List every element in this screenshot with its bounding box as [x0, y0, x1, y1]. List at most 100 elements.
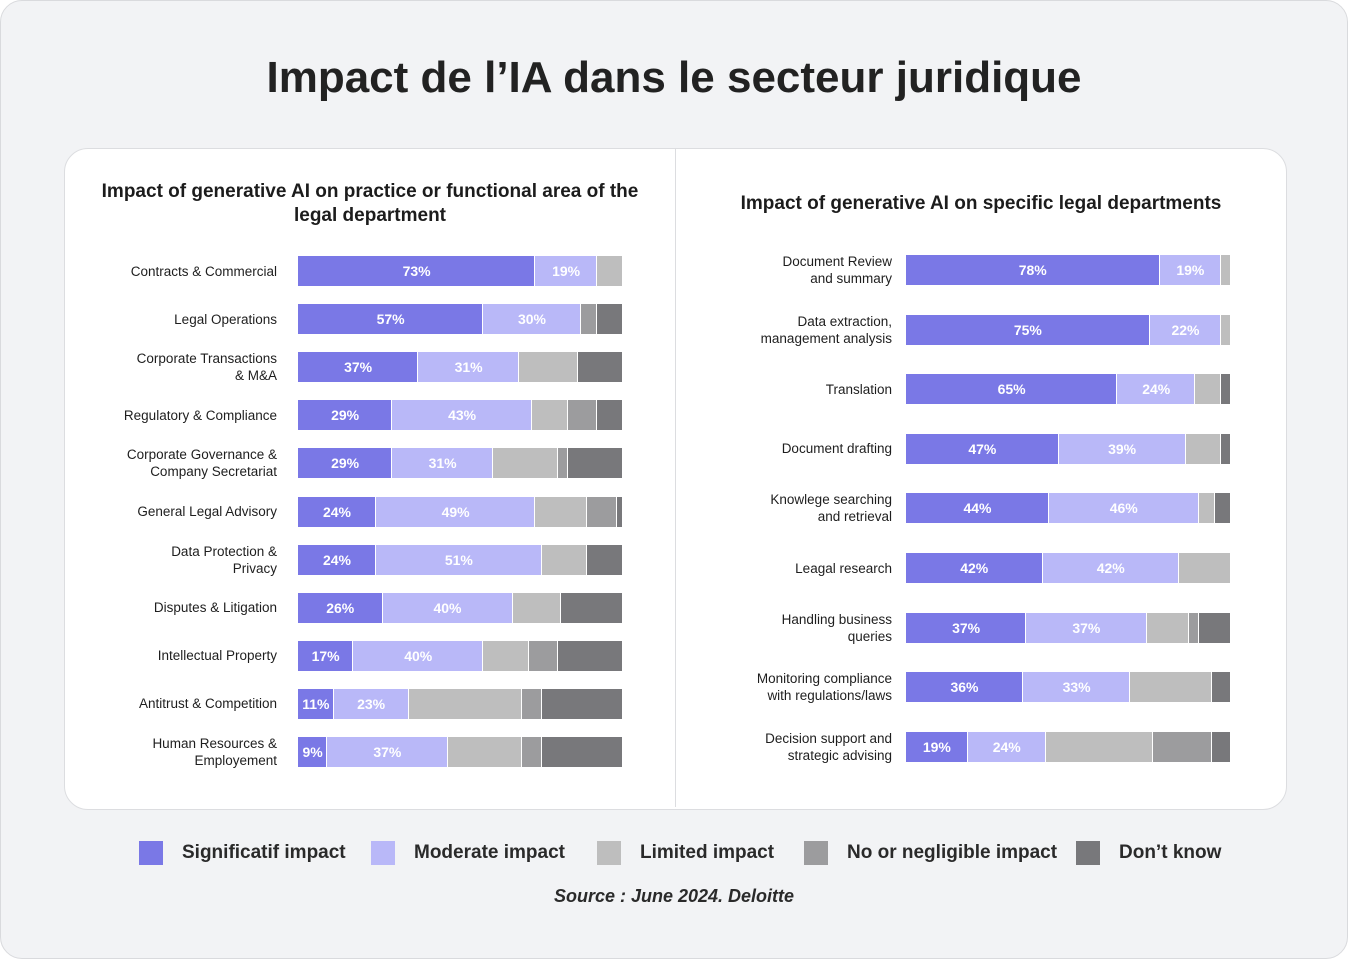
value-label: 31%	[428, 455, 457, 472]
value-label: 46%	[1109, 500, 1138, 517]
bar-segment	[1026, 612, 1147, 643]
divider	[675, 149, 676, 807]
bar-segment	[483, 640, 529, 671]
legend-swatch	[804, 841, 828, 865]
value-label: 19%	[922, 738, 951, 755]
bar-segment	[298, 592, 383, 623]
value-label: 19%	[552, 263, 581, 279]
value-label: 37%	[373, 744, 402, 760]
legend-label: Limited impact	[640, 842, 775, 863]
value-label: 78%	[1018, 262, 1047, 278]
bar-segment	[1198, 612, 1231, 643]
bar-segment	[1146, 612, 1189, 643]
category-label: Corporate Governance & Company Secretari…	[126, 447, 277, 480]
bar-segment	[376, 544, 542, 575]
value-label: 24%	[322, 551, 352, 568]
value-label: 36%	[950, 679, 979, 696]
bar-segment	[541, 544, 588, 575]
value-label: 31%	[454, 359, 483, 376]
value-label: 22%	[1171, 321, 1200, 338]
category-label: Disputes & Litigation	[153, 600, 277, 616]
value-label: 47%	[968, 440, 997, 457]
bar-segment	[541, 737, 623, 767]
bar-segment	[532, 400, 568, 431]
bar-segment	[1023, 672, 1131, 703]
value-label: 65%	[997, 381, 1026, 398]
bar-segment	[580, 304, 597, 335]
bar-segment	[376, 496, 536, 527]
bar-segment	[1153, 731, 1212, 762]
bar-segment	[392, 448, 493, 479]
value-label: 57%	[376, 311, 405, 328]
category-label: Knowlege searching and retrieval	[770, 492, 892, 525]
bar-segment	[597, 256, 623, 286]
category-label: Intellectual Property	[157, 648, 277, 664]
bar-segment	[587, 496, 617, 527]
bar-segment	[906, 553, 1043, 583]
bar-segment	[327, 737, 448, 767]
value-label: 9%	[302, 744, 323, 760]
category-label: Contracts & Commercial	[130, 263, 277, 279]
bar-segment	[541, 688, 623, 719]
category-label: Leagal research	[795, 560, 892, 576]
bar-segment	[1045, 731, 1153, 762]
value-label: 23%	[357, 695, 386, 712]
category-label: General Legal Advisory	[137, 504, 277, 519]
value-label: 51%	[444, 551, 473, 568]
bar-segment	[616, 496, 623, 527]
bar-segment	[353, 640, 484, 671]
bar-segment	[522, 737, 542, 767]
page-title: Impact de l’IA dans le secteur juridique	[266, 53, 1082, 102]
value-label: 33%	[1062, 679, 1091, 696]
source: Source : June 2024. Deloitte	[553, 886, 795, 906]
bar-segment	[298, 640, 354, 671]
bar-segment	[1221, 374, 1231, 405]
bar-segment	[1214, 493, 1231, 524]
legend-label: Moderate impact	[414, 842, 565, 863]
value-label: 24%	[1142, 381, 1171, 398]
value-label: 26%	[326, 599, 355, 616]
bar-segment	[1117, 374, 1196, 405]
value-label: 44%	[963, 500, 992, 517]
value-label: 49%	[441, 503, 470, 520]
category-label: Data Protection & Privacy	[171, 543, 277, 576]
value-label: 75%	[1013, 321, 1042, 338]
bar-segment	[558, 448, 568, 479]
bar-segment	[447, 737, 523, 767]
value-label: 40%	[433, 599, 462, 616]
bar-segment	[906, 731, 968, 762]
bar-segment	[906, 255, 1160, 285]
bar-segment	[906, 314, 1150, 345]
bar-segment	[522, 688, 542, 719]
bar-segment	[906, 374, 1118, 405]
bar-segment	[1149, 314, 1222, 345]
bar-segment	[587, 544, 623, 575]
category-label: Decision support and strategic advising	[765, 730, 892, 763]
bar-segment	[1179, 553, 1231, 583]
category-label: Legal Operations	[174, 311, 277, 327]
category-label: Handling business queries	[781, 611, 892, 644]
bar-segment	[519, 352, 578, 383]
bar-segment	[298, 352, 419, 383]
bar-segment	[906, 493, 1049, 524]
bar-segment	[382, 592, 513, 623]
value-label: 11%	[302, 695, 330, 712]
value-label: 17%	[311, 647, 340, 664]
legend-label: No or negligible impact	[847, 842, 1058, 863]
bar-segment	[418, 352, 519, 383]
bar-segment	[567, 448, 623, 479]
bar-segment	[1159, 255, 1222, 285]
category-label: Document Review and summary	[782, 254, 892, 286]
category-label: Regulatory & Compliance	[123, 407, 277, 423]
value-label: 30%	[517, 311, 547, 328]
value-label: 37%	[344, 359, 373, 376]
category-label: Monitoring compliance with regulations/l…	[756, 671, 892, 704]
bar-segment	[1195, 374, 1222, 405]
value-label: 19%	[1176, 262, 1205, 278]
value-label: 37%	[1072, 619, 1101, 636]
chart-title: Impact of generative AI on practice or f…	[101, 181, 639, 226]
bar-segment	[333, 688, 409, 719]
bar-segment	[1221, 314, 1231, 345]
bar-segment	[1188, 612, 1199, 643]
